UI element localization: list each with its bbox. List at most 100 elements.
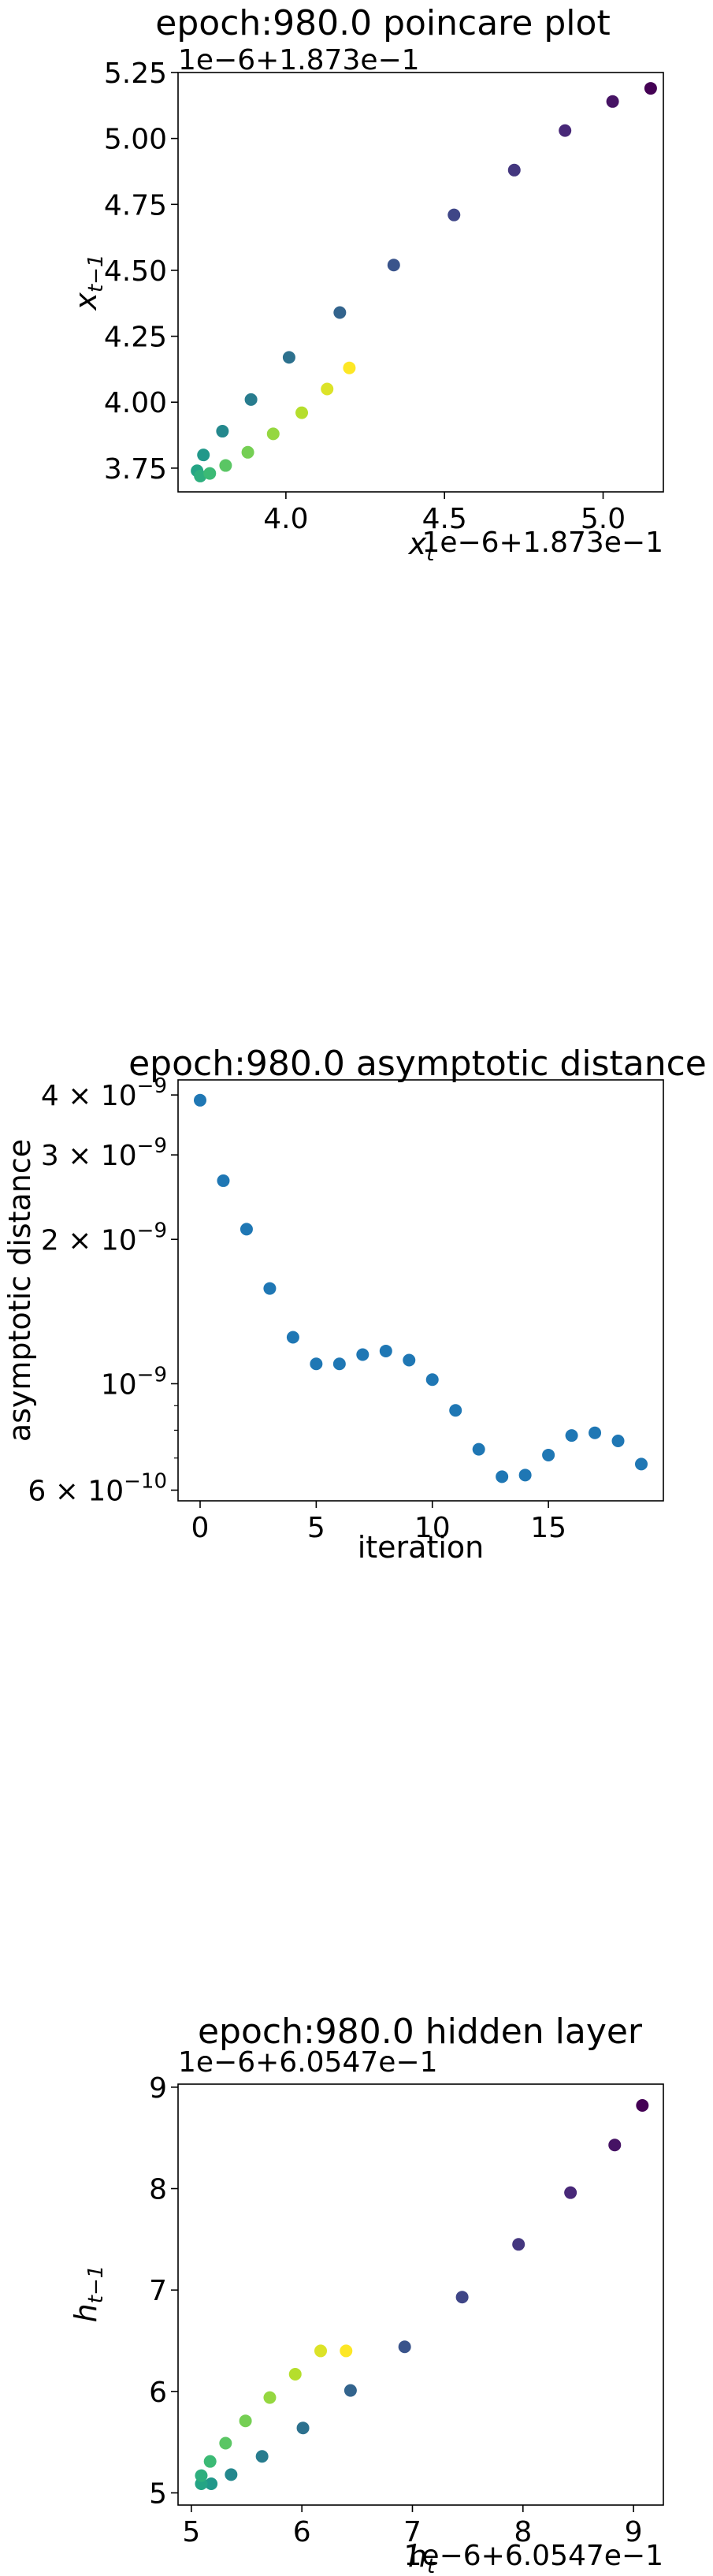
data-point [425,1373,439,1387]
data-point [288,2368,302,2381]
data-point [455,2291,469,2304]
y-tick-label: 4.75 [104,189,167,221]
y-ticks: 3.75 4.00 4.25 4.50 4.75 5.00 5.25 [104,58,178,486]
data-point [239,2414,252,2428]
y-tick-label: 7 [149,2275,167,2307]
data-point [472,1442,485,1456]
y-axis-label: asymptotic distance [2,1139,37,1442]
chart-title: epoch:980.0 asymptotic distance [128,1044,707,1084]
data-point [542,1448,555,1461]
data-point [263,1282,277,1295]
y-tick-label: 8 [149,2174,167,2206]
asymptotic-distance-chart: epoch:980.0 asymptotic distance 6 × 10−1… [2,1044,707,1565]
x-tick-label: 8 [514,2516,532,2548]
x-tick-label: 0 [191,1512,210,1544]
x-axis-label: iteration [358,1530,485,1565]
data-point [565,1429,578,1442]
x-tick-label: 15 [530,1512,566,1544]
data-point [295,406,309,419]
data-point [387,259,400,272]
data-point [205,2477,218,2490]
data-point [240,1223,253,1236]
data-point [217,1174,230,1187]
data-point [216,425,229,438]
y-tick-label: 3.75 [104,453,167,486]
hidden-layer-chart: epoch:980.0 hidden layer 1e−6+6.0547e−1 … [69,2012,664,2576]
data-point [379,1344,392,1357]
plot-area [177,72,664,493]
x-offset-label: 1e−6+1.873e−1 [421,527,663,559]
x-tick-label: 7 [403,2516,421,2548]
data-point [314,2344,328,2358]
data-point [559,124,572,137]
data-point [203,2455,217,2468]
data-points [195,2099,649,2490]
data-point [608,2139,622,2152]
y-ticks: 5 6 7 8 9 [149,2072,178,2511]
chart-title: epoch:980.0 hidden layer [198,2012,643,2052]
x-tick-label: 10 [414,1512,451,1544]
data-point [286,1331,299,1344]
data-point [635,1457,648,1471]
y-tick-label: 5.25 [104,58,167,90]
y-tick-label: 4.00 [104,387,167,419]
data-point [266,427,280,441]
x-offset-label: 1e−6+6.0547e−1 [404,2540,663,2572]
data-point [606,95,619,108]
x-tick-label: 6 [293,2516,311,2548]
data-point [219,459,232,472]
data-point [449,1404,462,1417]
data-point [195,2469,208,2482]
x-tick-label: 4.5 [422,503,467,535]
y-tick-label: 6 [149,2377,167,2409]
x-tick-label: 4.0 [263,503,308,535]
x-ticks: 4.0 4.5 5.0 [263,492,626,535]
data-point [343,361,356,374]
y-offset-label: 1e−6+1.873e−1 [178,44,420,76]
data-point [447,208,461,221]
y-tick-label: 4.25 [104,322,167,354]
data-points [191,82,657,482]
data-point [255,2450,269,2463]
chart-title: epoch:980.0 poincare plot [155,3,610,43]
data-point [333,306,347,319]
data-point [296,2422,310,2435]
data-point [332,1357,346,1371]
data-point [611,1434,625,1447]
data-point [344,2384,357,2397]
data-point [518,1469,532,1482]
data-point [340,2344,353,2358]
data-point [203,467,217,480]
data-point [197,449,210,462]
data-point [589,1426,602,1439]
y-tick-label: 3 × 10−9 [41,1134,167,1172]
data-point [496,1470,509,1483]
data-points [194,1093,648,1483]
data-point [356,1348,369,1361]
data-point [244,393,258,406]
data-point [194,1093,206,1107]
y-offset-label: 1e−6+6.0547e−1 [178,2046,437,2079]
plot-area [177,1079,664,1502]
x-tick-label: 5.0 [581,503,626,535]
data-point [564,2186,577,2199]
x-tick-label: 5 [182,2516,200,2548]
data-point [194,469,207,482]
data-point [310,1357,323,1371]
x-ticks: 0 5 10 15 [191,1501,566,1544]
y-tick-label: 5.00 [104,124,167,156]
data-point [225,2468,238,2481]
y-tick-label: 9 [149,2072,167,2105]
data-point [263,2391,277,2404]
x-ticks: 5 6 7 8 9 [182,2505,643,2548]
y-tick-label: 5 [149,2478,167,2511]
data-point [507,163,521,177]
data-point [644,82,657,95]
data-point [636,2099,649,2113]
data-point [512,2238,525,2251]
data-point [241,445,254,459]
poincare-plot-chart: epoch:980.0 poincare plot 1e−6+1.873e−1 … [69,3,664,566]
data-point [403,1353,416,1367]
data-point [282,351,295,364]
